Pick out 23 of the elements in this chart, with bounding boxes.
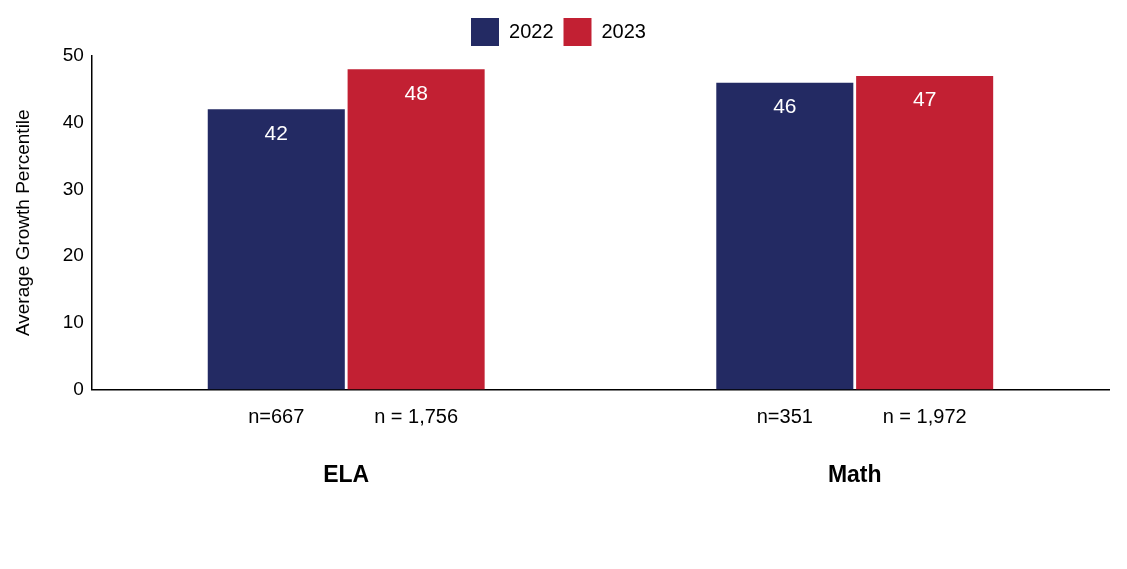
data-label: 47 bbox=[912, 87, 937, 111]
x-tick-label: ELA bbox=[323, 460, 370, 487]
y-tick-label: 40 bbox=[62, 110, 84, 132]
bar bbox=[856, 76, 994, 390]
legend-label: 2022 bbox=[509, 19, 554, 42]
y-tick-label: 30 bbox=[62, 177, 84, 199]
data-label: 48 bbox=[404, 80, 428, 104]
x-tick-label: Math bbox=[827, 460, 882, 487]
data-label: 42 bbox=[264, 120, 288, 144]
bar bbox=[207, 109, 345, 390]
text: n=667 bbox=[248, 404, 305, 427]
data-label: 46 bbox=[773, 93, 797, 117]
y-tick-label: 0 bbox=[73, 377, 84, 399]
y-tick-label: 10 bbox=[62, 310, 84, 332]
bar bbox=[347, 69, 485, 390]
y-tick-label: 20 bbox=[62, 244, 84, 266]
y-axis-title: Average Growth Percentile bbox=[11, 109, 33, 337]
y-tick-label: 50 bbox=[62, 44, 84, 66]
legend-label: 2023 bbox=[601, 19, 646, 42]
text: n = 1,756 bbox=[374, 404, 459, 427]
text: n=351 bbox=[756, 404, 813, 427]
bar bbox=[716, 82, 854, 390]
text: n = 1,972 bbox=[882, 404, 967, 427]
